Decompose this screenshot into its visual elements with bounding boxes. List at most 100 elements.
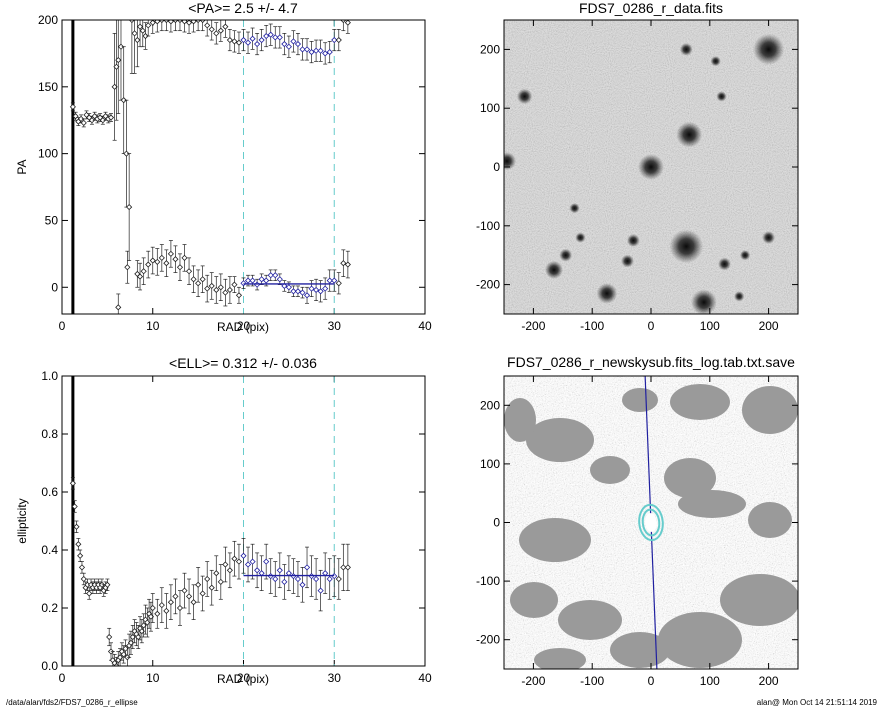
pa-data-point [249, 277, 256, 284]
pa-data-point [272, 34, 279, 41]
source-blob [690, 289, 717, 314]
pa-y-label: PA [15, 159, 29, 174]
source-blob [516, 88, 533, 105]
skysub-image-xtick-label: 0 [648, 674, 655, 688]
pa-data-point [231, 38, 238, 45]
ell-data-point [154, 610, 161, 617]
galaxy-core [645, 513, 657, 532]
ell-xtick-label: 30 [328, 671, 342, 685]
pa-ytick-label: 0 [51, 280, 58, 294]
pa-data-point [117, 43, 125, 50]
ell-data-point [213, 570, 220, 577]
pa-xtick-label: 40 [418, 319, 432, 333]
ell-data-point [299, 581, 306, 588]
data-image-ytick-label: 200 [480, 42, 500, 56]
ell-data-point [199, 590, 206, 597]
pa-data-point [344, 20, 351, 26]
source-blob [739, 250, 751, 261]
pa-data-point [267, 31, 274, 38]
ell-data-point [240, 552, 247, 559]
ell-data-point [190, 599, 197, 606]
pa-data-point [208, 26, 215, 33]
pa-data-point [128, 20, 135, 24]
skysub-image-ytick-label: -100 [476, 574, 500, 588]
ell-x-label: RAD (pix) [217, 672, 269, 686]
pa-data-point [204, 285, 211, 292]
pa-data-point [69, 103, 76, 110]
pa-data-point [99, 117, 106, 124]
pa-data-point [163, 260, 170, 267]
source-blob [753, 33, 785, 65]
pa-data-point [240, 36, 247, 44]
source-blob [626, 234, 640, 247]
pa-data-points [69, 20, 351, 314]
pa-data-point [139, 27, 146, 34]
pa-data-point [195, 20, 202, 24]
pa-data-point [267, 272, 274, 279]
source-blob [544, 260, 564, 279]
pa-data-point [172, 256, 179, 263]
ell-data-point [195, 581, 202, 588]
pa-data-point [176, 20, 184, 24]
pa-data-point [335, 280, 342, 287]
pa-data-point [142, 32, 149, 40]
pa-ytick-label: 200 [38, 13, 58, 27]
pa-data-point [294, 40, 302, 48]
pa-data-point [208, 282, 215, 290]
pa-data-point [299, 289, 306, 296]
source-blob [710, 55, 721, 67]
ell-data-point [231, 555, 238, 562]
ell-data-point [303, 564, 311, 571]
isophote-ellipse [638, 503, 664, 542]
ell-guide-lines [71, 376, 335, 666]
pa-data-point [145, 22, 152, 29]
source-blob [734, 291, 745, 302]
ell-data-point [149, 604, 156, 612]
skysub-image-ytick-label: -200 [476, 633, 500, 647]
ell-ytick-label: 1.0 [41, 369, 58, 383]
pa-data-point [136, 23, 144, 30]
ell-data-point [344, 564, 351, 571]
ell-data-point [204, 575, 211, 583]
pa-data-point [217, 27, 224, 34]
ell-data-point [176, 604, 184, 612]
pa-data-point [107, 114, 115, 121]
ell-data-point [222, 561, 229, 568]
pa-data-point [199, 276, 206, 283]
data-image-title: FDS7_0286_r_data.fits [579, 0, 723, 16]
pa-data-point [335, 36, 342, 44]
pa-data-point [181, 20, 188, 25]
pa-data-point [131, 30, 138, 37]
pa-data-point [145, 261, 152, 268]
pa-data-point [331, 277, 338, 284]
skysub-image-ytick-label: 200 [480, 398, 500, 412]
pa-data-point [313, 47, 320, 54]
skysub-image-ytick-label: 0 [493, 516, 500, 530]
pa-data-point [276, 34, 283, 41]
pa-data-point [340, 260, 347, 267]
ell-title: <ELL>= 0.312 +/- 0.036 [169, 355, 317, 371]
ell-data-point [73, 523, 80, 530]
pa-data-point [326, 49, 333, 56]
data-image-panel: FDS7_0286_r_data.fits -200 -100 0 100 200-20… [476, 0, 799, 333]
pa-data-point [331, 36, 338, 44]
pa-xtick-label: 20 [237, 319, 251, 333]
pa-data-point [290, 38, 297, 45]
pa-data-point [88, 117, 96, 124]
pa-data-point [140, 268, 147, 275]
ell-data-point [75, 541, 82, 548]
ell-axis-ticks: 0 10 20 30 40 0.0 0.2 0.4 0.6 0.8 1.0 [41, 369, 432, 685]
pa-plot-frame [61, 19, 426, 315]
pa-x-label: RAD (pix) [217, 320, 269, 334]
ell-data-point [217, 578, 224, 585]
source-blob [718, 257, 731, 271]
pa-data-point [258, 36, 265, 44]
pa-data-point [149, 257, 156, 264]
ell-data-point [163, 607, 170, 614]
pa-data-point [299, 46, 306, 53]
ell-ytick-label: 0.2 [41, 601, 58, 615]
ellipticity-profile-panel: <ELL>= 0.312 +/- 0.036 RAD (pix) ellipti… [15, 355, 432, 686]
ell-data-point [254, 567, 261, 574]
pa-data-point [322, 285, 329, 292]
